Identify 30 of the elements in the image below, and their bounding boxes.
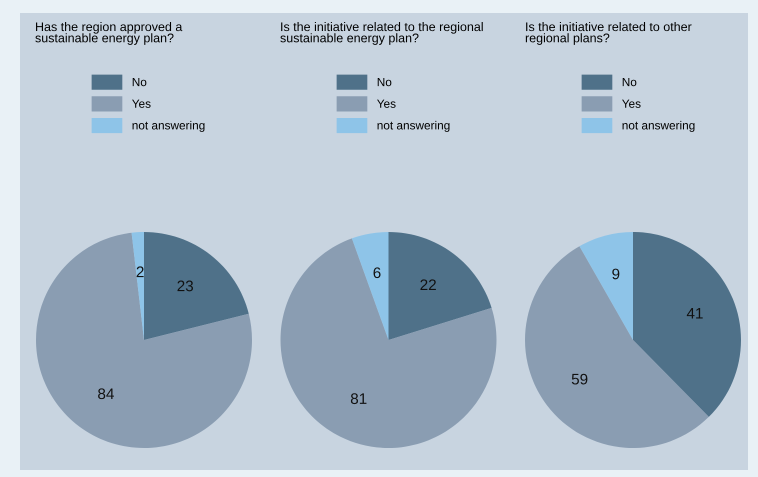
pie-slice (579, 232, 633, 340)
data-label: 2 (136, 266, 144, 278)
data-label: 81 (350, 393, 366, 404)
pie-slice (132, 232, 144, 340)
legend-label: not answering (622, 120, 695, 132)
pie-slice (525, 246, 709, 448)
legend-label: Yes (132, 100, 151, 108)
pie-slice (144, 232, 249, 340)
pie-slice (352, 232, 388, 340)
pie-slice (388, 232, 492, 340)
data-label: 59 (572, 374, 588, 385)
chart-title: Has the region approved a sustainable energy plan? (35, 22, 182, 45)
legend-label: Yes (622, 100, 641, 108)
pie-slice (36, 232, 252, 448)
data-label: 9 (612, 268, 620, 280)
data-label: 84 (98, 388, 114, 400)
legend-label: No (622, 78, 636, 86)
data-label: 6 (374, 267, 381, 278)
legend-label: No (378, 78, 392, 86)
legend-label: Yes (377, 100, 396, 108)
chart-title: Is the initiative related to other regional plans? (526, 22, 692, 45)
legend-label: not answering (132, 120, 205, 132)
chart-title: Is the initiative related to the regional sustainable energy plan? (280, 22, 483, 45)
data-label: 41 (686, 308, 703, 319)
pie-slice (633, 232, 741, 417)
pie-slice (280, 238, 496, 448)
legend-label: No (132, 78, 146, 86)
legend-label: not answering (378, 120, 450, 132)
data-label: 22 (420, 279, 436, 290)
data-label: 23 (177, 280, 194, 292)
